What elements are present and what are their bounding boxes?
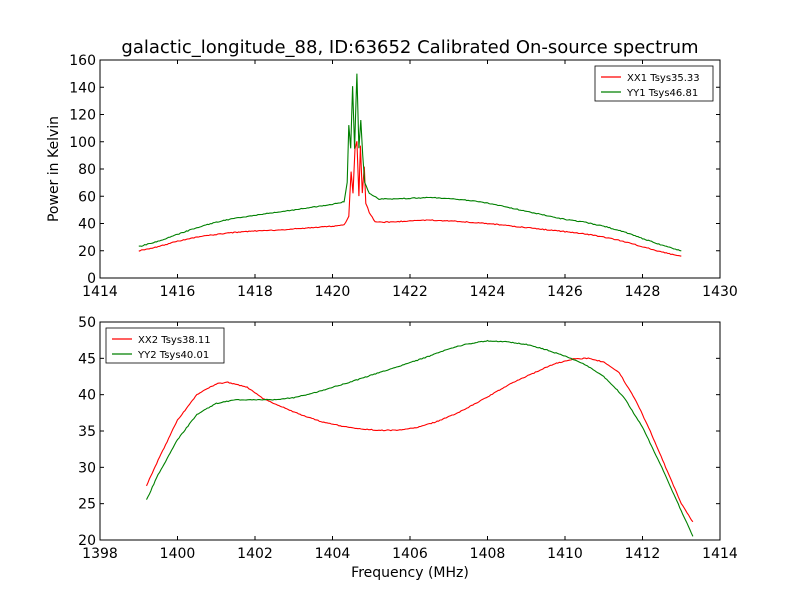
- top-y-tick-label: 40: [78, 217, 96, 233]
- top-y-tick-label: 100: [69, 135, 96, 151]
- top-ticks: 1414 1416 1418 1420 1422 1424 1426 1428 1430 0 20 4…: [69, 53, 738, 300]
- top-y-tick-label: 0: [87, 271, 96, 287]
- top-x-tick-label: 1414: [82, 284, 118, 300]
- bottom-ticks: 1398 1400 1402 1404 1406 1408 1410 1412 1414 20 25…: [78, 315, 738, 562]
- top-y-tick-label: 120: [69, 108, 96, 124]
- bottom-series-line-0: [145, 357, 694, 523]
- bottom-legend-box: [105, 327, 225, 364]
- bottom-x-tick-label: 1410: [547, 546, 583, 562]
- top-y-tick-label: 60: [78, 189, 96, 205]
- bottom-series-line-1: [146, 339, 694, 537]
- x-axis-label: Frequency (MHz): [351, 565, 469, 581]
- bottom-y-tick-label: 45: [78, 351, 96, 367]
- bottom-axes: 1398 1400 1402 1404 1406 1408 1410 1412 1414 20 25…: [78, 315, 738, 562]
- figure-title: galactic_longitude_88, ID:63652 Calibrat…: [121, 37, 698, 58]
- bottom-series-lines: [145, 339, 694, 537]
- top-y-axis-label: Power in Kelvin: [46, 116, 62, 222]
- top-x-tick-label: 1428: [625, 284, 661, 300]
- bottom-x-tick-label: 1412: [625, 546, 661, 562]
- top-series-line-1: [138, 73, 682, 252]
- bottom-y-tick-label: 50: [78, 315, 96, 331]
- bottom-legend: XX2 Tsys38.11 YY2 Tsys40.01: [105, 327, 225, 364]
- top-series-line-0: [138, 141, 682, 257]
- top-x-tick-label: 1422: [392, 284, 428, 300]
- top-y-tick-label: 160: [69, 53, 96, 69]
- top-x-tick-label: 1418: [237, 284, 273, 300]
- top-y-tick-label: 20: [78, 244, 96, 260]
- top-x-tick-label: 1430: [702, 284, 738, 300]
- bottom-y-tick-label: 30: [78, 460, 96, 476]
- top-x-tick-label: 1424: [470, 284, 506, 300]
- top-x-tick-label: 1420: [315, 284, 351, 300]
- bottom-x-tick-label: 1406: [392, 546, 428, 562]
- bottom-y-tick-label: 20: [78, 533, 96, 549]
- top-series-lines: [138, 73, 682, 257]
- top-y-tick-label: 80: [78, 162, 96, 178]
- top-y-tick-label: 140: [69, 80, 96, 96]
- bottom-legend-label: XX2 Tsys38.11: [138, 335, 211, 346]
- bottom-legend-label: YY2 Tsys40.01: [137, 350, 209, 361]
- bottom-y-tick-label: 25: [78, 497, 96, 513]
- top-x-tick-label: 1416: [160, 284, 196, 300]
- top-legend-label: XX1 Tsys35.33: [627, 73, 700, 84]
- bottom-x-tick-label: 1414: [702, 546, 738, 562]
- bottom-y-tick-label: 35: [78, 424, 96, 440]
- bottom-y-tick-label: 40: [78, 388, 96, 404]
- bottom-x-tick-label: 1402: [237, 546, 273, 562]
- bottom-x-tick-label: 1398: [82, 546, 118, 562]
- bottom-x-tick-label: 1404: [315, 546, 351, 562]
- top-x-tick-label: 1426: [547, 284, 583, 300]
- bottom-x-tick-label: 1408: [470, 546, 506, 562]
- bottom-x-tick-label: 1400: [160, 546, 196, 562]
- top-axes: 1414 1416 1418 1420 1422 1424 1426 1428 1430 0 20 4…: [46, 53, 738, 300]
- top-legend-label: YY1 Tsys46.81: [626, 88, 698, 99]
- top-legend: XX1 Tsys35.33 YY1 Tsys46.81: [594, 65, 714, 102]
- top-legend-box: [594, 65, 714, 102]
